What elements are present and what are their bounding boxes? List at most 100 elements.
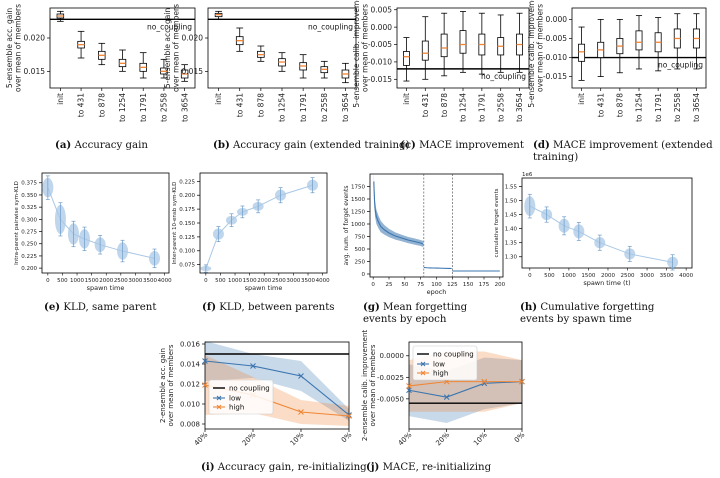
y-axis-label: Inter-parent 10-ensb sym-KLD xyxy=(172,182,178,265)
y-tick-label: -0.010 xyxy=(543,53,567,62)
x-tick-label: 2500 xyxy=(621,273,635,279)
violin-431 xyxy=(54,202,66,237)
box-body xyxy=(440,33,448,58)
x-tick-label: to 2558 xyxy=(496,93,505,122)
box-to-2558 xyxy=(160,58,168,79)
box-to-1254 xyxy=(459,11,467,73)
x-tick-label: init xyxy=(56,93,65,105)
y-tick-label: 0.075 xyxy=(179,263,195,269)
caption-b: (b) Accuracy gain (extended training) xyxy=(213,139,410,151)
series-line-1 xyxy=(373,181,424,245)
x-tick-label: 3000 xyxy=(286,278,300,284)
violin-2558 xyxy=(117,239,129,263)
x-tick-label: to 1254 xyxy=(278,93,287,122)
box-to-878 xyxy=(98,42,106,66)
x-tick-label: 3500 xyxy=(660,273,674,279)
box-init xyxy=(578,26,586,81)
violin-0 xyxy=(524,193,536,219)
y-tick-label: 0.0000 xyxy=(380,352,405,360)
y-tick-label: 1.55 xyxy=(505,184,518,190)
caption-i: (i) Accuracy gain, re-initializing xyxy=(201,461,367,473)
box-to-878 xyxy=(257,45,265,62)
x-axis-label: spawn time xyxy=(245,284,283,292)
box-init xyxy=(403,37,410,82)
y-tick-label: 0.000 xyxy=(371,23,393,32)
y-axis-label: avg. num. of forget events xyxy=(343,186,350,266)
box-body xyxy=(421,40,429,61)
y-tick-label: 0.020 xyxy=(182,34,204,43)
series-line-2 xyxy=(423,266,452,270)
box-to-2558 xyxy=(673,13,681,70)
x-tick-label: to 431 xyxy=(421,93,430,117)
caption-c: (c) MACE improvement xyxy=(400,139,524,151)
legend-label-reference: no coupling xyxy=(229,385,270,393)
y-tick-label: 500 xyxy=(355,247,366,253)
violin-1254 xyxy=(573,222,585,241)
x-tick-label: 0 xyxy=(204,278,208,284)
x-tick-label: 20% xyxy=(434,431,451,448)
x-tick-label: 175 xyxy=(479,282,490,288)
violin-431 xyxy=(212,226,224,243)
marker-high xyxy=(346,413,352,419)
box-to-3654 xyxy=(516,12,523,73)
marker-high xyxy=(202,382,208,388)
y-tick-label: 0.350 xyxy=(21,193,37,199)
y-tick-label: -0.0025 xyxy=(377,374,404,382)
x-tick-label: 2000 xyxy=(99,278,113,284)
x-tick-label: 100 xyxy=(431,282,442,288)
caption-f: (f) KLD, between parents xyxy=(202,301,335,313)
y-tick-label: 0.008 xyxy=(180,420,200,428)
y-tick-label: -0.010 xyxy=(368,58,392,67)
chart-h: 1.30 1.35 1.40 1.45 1.50 1.55 0 500 1000 1500 2000… xyxy=(494,172,694,287)
axes-frame xyxy=(41,172,170,274)
y-tick-label: 0.015 xyxy=(24,67,46,76)
caption-a: (a) Accuracy gain xyxy=(55,139,148,151)
x-tick-label: to 1791 xyxy=(299,93,308,122)
trend-line xyxy=(205,184,313,269)
box-to-878 xyxy=(440,12,448,77)
series-line-high xyxy=(408,381,522,387)
legend-marker-high xyxy=(216,404,222,410)
violin-1791 xyxy=(252,199,264,214)
violin-1791 xyxy=(594,234,606,251)
marker-low xyxy=(298,373,304,379)
y-tick-label: 0.300 xyxy=(21,217,37,223)
legend-marker-low xyxy=(420,361,426,367)
x-tick-label: 0 xyxy=(371,282,375,288)
x-tick-label: to 1254 xyxy=(118,93,127,122)
y-tick-label: 1500 xyxy=(351,197,365,203)
legend-marker-high xyxy=(420,370,426,376)
x-tick-label: 75 xyxy=(417,282,424,288)
x-tick-label: to 878 xyxy=(440,93,449,117)
y-tick-label: 0.125 xyxy=(179,235,195,241)
marker-low xyxy=(406,387,412,394)
x-tick-label: 1500 xyxy=(581,273,595,279)
chart-i: 0.008 0.010 0.012 0.014 0.016 2-ensemble acc.… xyxy=(159,340,354,447)
x-tick-label: to 431 xyxy=(235,93,244,117)
legend-label-high: high xyxy=(229,404,244,412)
y-tick-label: -0.015 xyxy=(543,72,567,81)
violin-1791 xyxy=(94,235,106,255)
marker-high xyxy=(298,409,304,415)
y-tick-label: 1.50 xyxy=(505,198,518,204)
y-tick-label: 0.005 xyxy=(371,5,393,14)
x-tick-label: 3000 xyxy=(640,273,654,279)
y-tick-label: -0.005 xyxy=(368,40,392,49)
y-axis-label: 5-ensemble calib. improvementover mean o… xyxy=(352,0,370,108)
x-tick-label: to 2558 xyxy=(160,93,169,122)
x-tick-label: 0 xyxy=(46,278,50,284)
violin-431 xyxy=(541,206,553,223)
y-tick-label: -0.015 xyxy=(368,75,392,84)
x-tick-label: to 3654 xyxy=(515,93,524,122)
y-tick-label: 0.250 xyxy=(21,242,37,248)
x-tick-label: 500 xyxy=(57,278,68,284)
y-tick-label: 0.015 xyxy=(182,67,204,76)
x-tick-label: 2500 xyxy=(114,278,128,284)
violin-3654 xyxy=(667,254,679,271)
caption-g: (g) Mean forgetting events by epoch xyxy=(363,301,468,325)
x-tick-label: 1000 xyxy=(562,273,576,279)
violin-2558 xyxy=(624,245,636,262)
